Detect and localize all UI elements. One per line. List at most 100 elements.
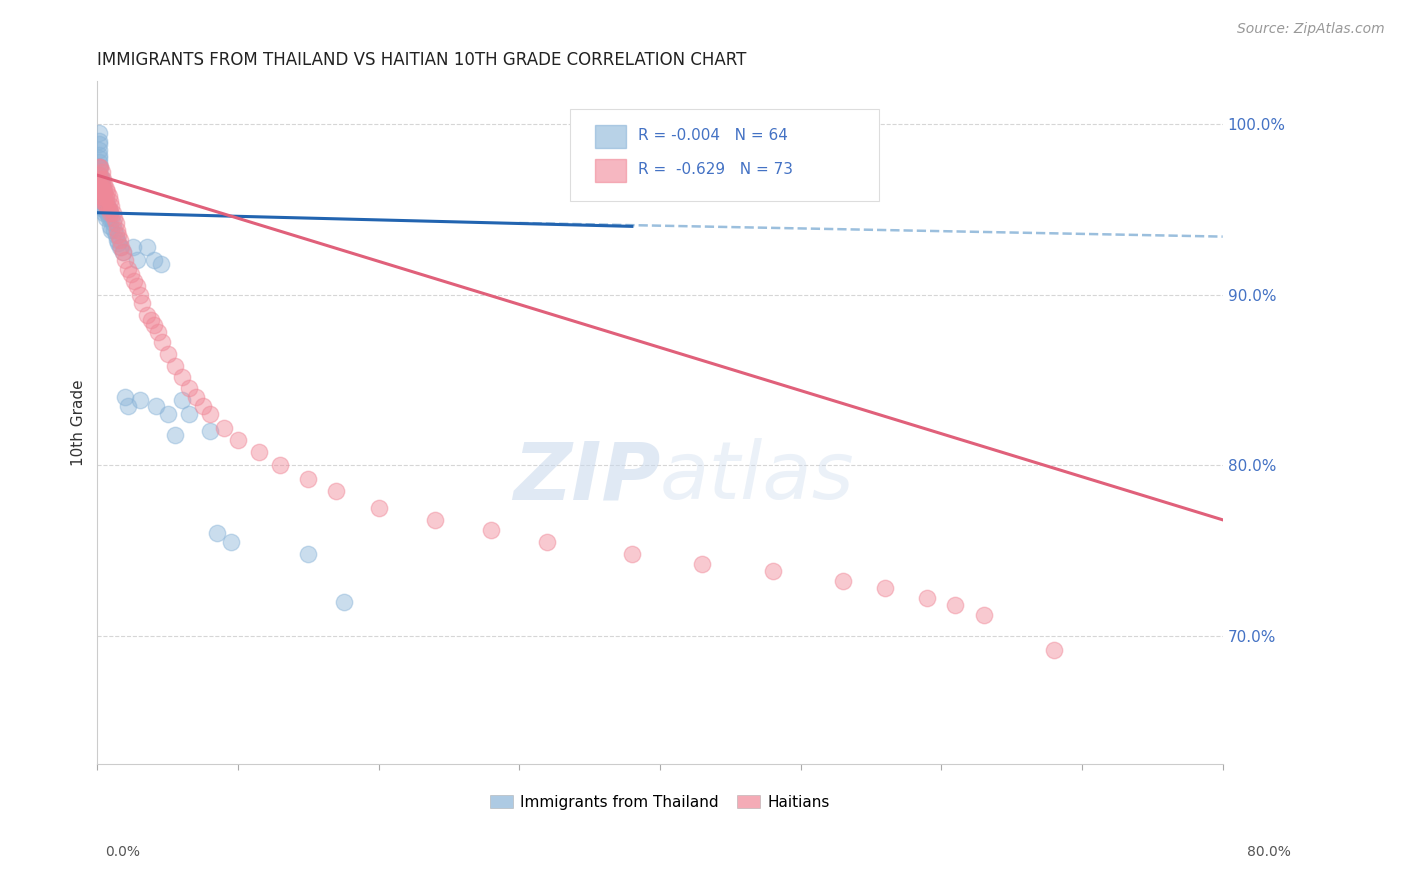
Point: [97, 211, 120, 225]
Point: [135, 308, 157, 322]
Point: [93, 202, 115, 217]
FancyBboxPatch shape: [595, 125, 626, 147]
Point: [205, 526, 228, 541]
Text: 80.0%: 80.0%: [1247, 845, 1291, 859]
Point: [690, 558, 713, 572]
Point: [108, 240, 131, 254]
Point: [103, 211, 125, 225]
Text: atlas: atlas: [659, 438, 855, 516]
Point: [149, 257, 172, 271]
Point: [93, 186, 115, 200]
Point: [163, 427, 186, 442]
Point: [125, 279, 148, 293]
Point: [131, 296, 153, 310]
Point: [325, 483, 347, 498]
Point: [93, 194, 115, 208]
Point: [94, 211, 117, 225]
Point: [128, 393, 150, 408]
Point: [212, 420, 235, 434]
Point: [367, 500, 389, 515]
Point: [875, 581, 897, 595]
Point: [87, 143, 110, 157]
Point: [89, 160, 111, 174]
Point: [198, 424, 221, 438]
Point: [101, 205, 124, 219]
Text: IMMIGRANTS FROM THAILAND VS HAITIAN 10TH GRADE CORRELATION CHART: IMMIGRANTS FROM THAILAND VS HAITIAN 10TH…: [97, 51, 747, 69]
Point: [191, 399, 214, 413]
Point: [90, 199, 112, 213]
Point: [94, 194, 117, 208]
Text: R =  -0.629   N = 73: R = -0.629 N = 73: [637, 161, 793, 177]
Point: [105, 223, 128, 237]
Point: [87, 147, 110, 161]
FancyBboxPatch shape: [595, 159, 626, 182]
Point: [89, 188, 111, 202]
Point: [620, 547, 643, 561]
Point: [122, 274, 145, 288]
Point: [332, 595, 354, 609]
Point: [170, 369, 193, 384]
Point: [90, 186, 112, 200]
Point: [93, 186, 115, 200]
Point: [97, 202, 120, 217]
Point: [90, 188, 112, 202]
FancyBboxPatch shape: [569, 109, 880, 201]
Point: [761, 564, 783, 578]
Point: [98, 219, 121, 234]
Point: [91, 180, 114, 194]
Point: [145, 399, 167, 413]
Point: [89, 160, 111, 174]
Point: [101, 216, 124, 230]
Point: [89, 177, 111, 191]
Text: 0.0%: 0.0%: [105, 845, 141, 859]
Point: [125, 253, 148, 268]
Point: [247, 444, 270, 458]
Point: [91, 190, 114, 204]
Point: [94, 190, 117, 204]
Point: [177, 407, 200, 421]
Point: [93, 194, 115, 208]
Point: [269, 458, 291, 473]
Point: [91, 188, 114, 202]
Point: [117, 262, 139, 277]
Point: [89, 171, 111, 186]
Point: [90, 177, 112, 191]
Point: [184, 390, 207, 404]
Point: [120, 267, 142, 281]
Point: [94, 199, 117, 213]
Legend: Immigrants from Thailand, Haitians: Immigrants from Thailand, Haitians: [485, 790, 835, 814]
Point: [93, 205, 115, 219]
Point: [139, 313, 162, 327]
Point: [111, 244, 134, 259]
Point: [146, 325, 169, 339]
Point: [90, 186, 112, 200]
Point: [107, 236, 129, 251]
Point: [100, 211, 122, 225]
Point: [87, 160, 110, 174]
Text: R = -0.004   N = 64: R = -0.004 N = 64: [637, 128, 787, 143]
Point: [96, 205, 118, 219]
Point: [107, 227, 129, 242]
Point: [98, 205, 121, 219]
Point: [89, 188, 111, 202]
Point: [831, 574, 853, 589]
Point: [423, 513, 446, 527]
Point: [297, 547, 319, 561]
Point: [94, 182, 117, 196]
Point: [87, 154, 110, 169]
Point: [89, 182, 111, 196]
Point: [150, 335, 173, 350]
Point: [96, 186, 118, 200]
Point: [536, 535, 558, 549]
Point: [89, 168, 111, 182]
Point: [1043, 642, 1066, 657]
Point: [156, 347, 179, 361]
Point: [110, 240, 132, 254]
Point: [91, 182, 114, 196]
Point: [198, 407, 221, 421]
Point: [89, 171, 111, 186]
Point: [117, 399, 139, 413]
Point: [219, 535, 242, 549]
Point: [973, 608, 995, 623]
Point: [945, 598, 967, 612]
